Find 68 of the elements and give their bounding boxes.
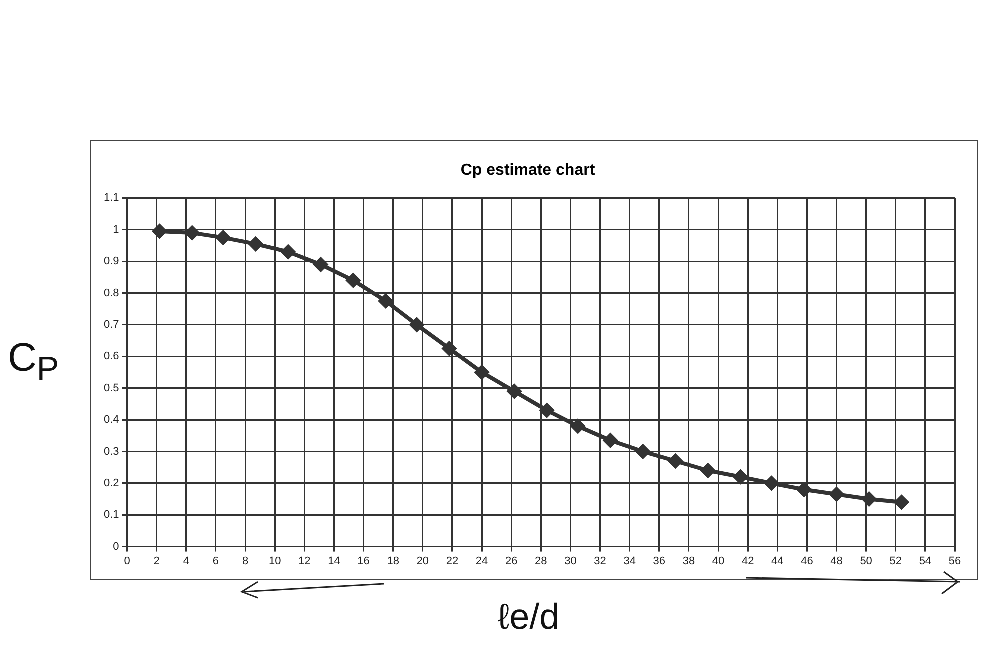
point	[636, 444, 650, 459]
point	[701, 464, 716, 478]
y-tick-label: 1.1	[104, 192, 120, 204]
y-tick-label: 0.2	[104, 477, 120, 490]
point	[314, 258, 328, 272]
x-tick-label: 42	[742, 555, 754, 568]
y-tick-label: 0.9	[104, 256, 120, 268]
point	[281, 245, 296, 260]
point	[475, 366, 490, 380]
x-tick-label: 26	[505, 555, 518, 568]
x-tick-label: 44	[772, 555, 784, 568]
x-tick-label: 32	[594, 555, 606, 568]
point	[668, 454, 683, 468]
x-axis-title: ℓe/d	[498, 596, 560, 638]
point	[571, 419, 586, 434]
x-tick-label: 56	[948, 555, 962, 568]
point	[734, 470, 748, 484]
x-tick-label: 40	[712, 555, 725, 568]
y-tick-label: 0	[113, 540, 120, 553]
x-tick-label: 36	[653, 555, 666, 568]
y-axis-title: C$_{P}$	[8, 336, 60, 389]
point	[152, 224, 167, 238]
point	[894, 495, 909, 510]
point	[185, 226, 200, 240]
point	[764, 476, 779, 490]
point	[540, 404, 554, 418]
x-tick-label: 28	[535, 555, 548, 568]
x-tick-label: 2	[154, 555, 160, 568]
x-tick-label: 24	[476, 555, 488, 568]
point	[604, 434, 618, 448]
y-tick-label: 0.6	[104, 350, 120, 363]
x-tick-label: 30	[564, 555, 577, 568]
point	[797, 482, 812, 497]
x-tick-label: 54	[919, 555, 932, 568]
x-tick-label: 52	[890, 555, 902, 568]
point	[248, 237, 263, 252]
y-tick-label: 0.3	[104, 446, 120, 458]
x-tick-label: 20	[416, 555, 430, 568]
point	[216, 230, 230, 245]
chart-title: Cp estimate chart	[460, 162, 596, 180]
x-tick-label: 8	[242, 555, 249, 568]
y-tick-label: 0.4	[104, 414, 120, 426]
x-tick-label: 18	[387, 555, 400, 568]
y-tick-label: 1	[113, 224, 120, 236]
y-tick-label: 0.7	[104, 318, 120, 331]
x-tick-label: 6	[212, 555, 220, 568]
y-tick-label: 0.8	[104, 287, 120, 300]
y-tick-label: 0.5	[104, 382, 120, 394]
x-tick-label: 14	[328, 555, 340, 568]
x-tick-label: 50	[860, 555, 872, 568]
x-tick-label: 22	[446, 555, 459, 568]
x-tick-label: 12	[298, 555, 311, 568]
point	[830, 488, 844, 502]
x-tick-label: 0	[124, 555, 130, 568]
x-tick-label: 10	[268, 555, 282, 568]
x-tick-label: 38	[682, 555, 696, 568]
x-tick-label: 34	[624, 555, 636, 568]
point	[410, 318, 424, 332]
y-tick-label: 0.1	[104, 509, 120, 522]
x-tick-label: 4	[183, 555, 190, 568]
point	[862, 492, 876, 506]
point	[378, 294, 393, 308]
point	[508, 384, 522, 399]
x-tick-label: 46	[801, 555, 814, 568]
point	[442, 342, 457, 356]
x-tick-label: 48	[830, 555, 843, 568]
x-tick-label: 16	[358, 555, 370, 568]
point	[346, 274, 360, 288]
